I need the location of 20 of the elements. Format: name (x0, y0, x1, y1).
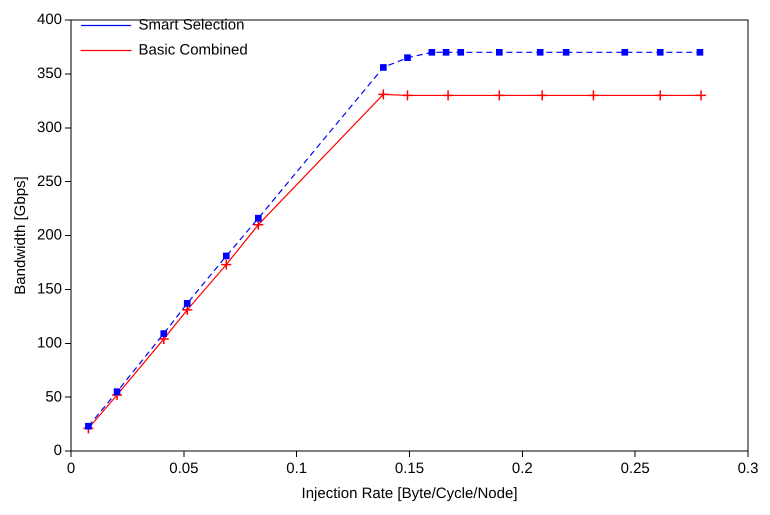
x-tick-label: 0.15 (394, 460, 424, 478)
legend-label: Smart Selection (138, 16, 244, 34)
x-axis-title: Injection Rate [Byte/Cycle/Node] (302, 485, 518, 502)
x-tick-label: 0.25 (620, 460, 650, 478)
x-tick-label: 0.3 (738, 460, 758, 478)
x-tick-label: 0.2 (512, 460, 533, 478)
y-tick-label: 400 (36, 11, 62, 28)
legend-label: Basic Combined (138, 42, 248, 59)
y-tick-label: 250 (36, 172, 62, 190)
x-tick-label: 0.1 (286, 460, 308, 478)
x-tick-label: 0 (66, 460, 76, 478)
y-tick-label: 350 (36, 65, 62, 82)
y-tick-label: 150 (36, 280, 62, 298)
y-axis-title: Bandwidth [Gbps] (12, 176, 30, 295)
y-tick-label: 100 (36, 334, 62, 352)
y-tick-label: 200 (36, 226, 62, 244)
x-tick-label: 0.05 (169, 460, 198, 478)
y-tick-label: 0 (54, 442, 62, 460)
y-tick-label: 300 (36, 118, 62, 136)
y-tick-label: 50 (45, 388, 62, 406)
